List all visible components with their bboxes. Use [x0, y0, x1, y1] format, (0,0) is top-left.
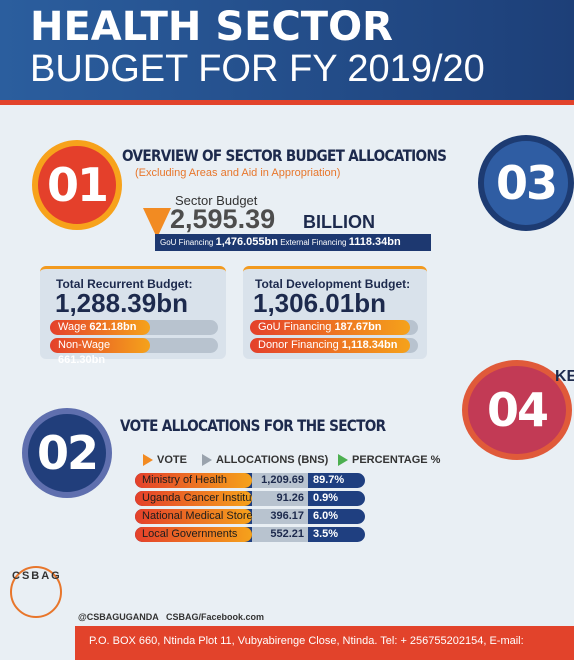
- logo-mark: [10, 566, 62, 618]
- vote-percentage: 6.0%: [313, 510, 339, 522]
- vote-allocation: 1,209.69: [252, 473, 308, 488]
- twitter: @CSBAGUGANDA: [78, 612, 159, 622]
- logo-text: CSBAG: [12, 570, 62, 582]
- card-title: Total Recurrent Budget:: [56, 277, 193, 291]
- vote-name: National Medical Stores: [135, 509, 258, 524]
- footer: P.O. BOX 660, Ntinda Plot 11, Vubyabiren…: [75, 626, 574, 660]
- legend-marker: [143, 454, 153, 466]
- pill-value: 661.30bn: [58, 354, 106, 366]
- vote-percentage: 89.7%: [313, 474, 345, 486]
- pill: Donor Financing 1,118.34bn: [250, 338, 410, 353]
- budget-unit: BILLION: [303, 212, 375, 232]
- legend-label: VOTE: [157, 454, 187, 466]
- pill-value: 187.67bn: [334, 321, 382, 333]
- pill-value: 621.18bn: [89, 321, 137, 333]
- budget-value: 2,595.39: [170, 204, 276, 234]
- pill: Non-Wage 661.30bn: [50, 338, 150, 366]
- triangle: [143, 208, 171, 238]
- pill-label: Wage: [58, 321, 87, 333]
- header-stripe: [0, 100, 574, 105]
- label: External Financing: [280, 238, 347, 247]
- card-title: Total Development Budget:: [255, 277, 411, 291]
- pill-value: 1,118.34bn: [341, 339, 398, 351]
- budget-label: Sector Budget: [175, 193, 258, 208]
- section-title: KE: [555, 368, 574, 385]
- vote-allocation: 552.21: [252, 527, 308, 542]
- social: @CSBAGUGANDA CSBAG/Facebook.com: [78, 612, 264, 622]
- vote-name: Uganda Cancer Institute: [135, 491, 261, 506]
- pill: Wage 621.18bn: [50, 320, 150, 335]
- value: 1,476.055bn: [215, 236, 278, 248]
- section-title: VOTE ALLOCATIONS FOR THE SECTOR: [120, 416, 386, 435]
- label: GoU Financing: [160, 238, 214, 247]
- section-note: (Excluding Areas and Aid in Appropriatio…: [135, 167, 341, 179]
- pill-label: Non-Wage: [58, 339, 111, 351]
- facebook: CSBAG/Facebook.com: [165, 612, 264, 622]
- value: 1118.34bn: [348, 236, 401, 248]
- title: HEALTH SECTOR: [30, 4, 393, 50]
- vote-percentage: 3.5%: [313, 528, 339, 540]
- legend-marker: [338, 454, 348, 466]
- vote-allocation: 91.26: [252, 491, 308, 506]
- financing-bar: GoU Financing 1,476.055bn External Finan…: [155, 234, 431, 251]
- pill: GoU Financing 187.67bn: [250, 320, 410, 335]
- pill-label: Donor Financing: [258, 339, 339, 351]
- section-number: 02: [22, 408, 112, 498]
- card-value: 1,306.01bn: [253, 288, 386, 318]
- section-number: 04: [462, 360, 572, 460]
- legend-marker: [202, 454, 212, 466]
- section-number: 03: [478, 135, 574, 231]
- subtitle: BUDGET FOR FY 2019/20: [30, 48, 485, 90]
- card-value: 1,288.39bn: [55, 288, 188, 318]
- legend-label: ALLOCATIONS (BNS): [216, 454, 329, 466]
- vote-allocation: 396.17: [252, 509, 308, 524]
- vote-name: Ministry of Health: [135, 473, 252, 488]
- vote-percentage: 0.9%: [313, 492, 339, 504]
- section-title: OVERVIEW OF SECTOR BUDGET ALLOCATIONS: [122, 146, 447, 165]
- legend-label: PERCENTAGE %: [352, 454, 441, 466]
- header-band: [0, 0, 574, 103]
- section-number: 01: [32, 140, 122, 230]
- vote-name: Local Governments: [135, 527, 252, 542]
- pill-label: GoU Financing: [258, 321, 332, 333]
